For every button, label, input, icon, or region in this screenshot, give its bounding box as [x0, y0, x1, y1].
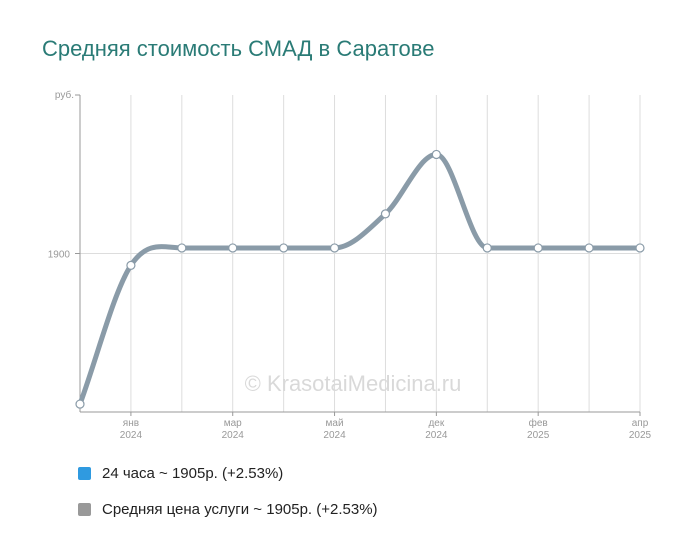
- data-point: [533, 243, 543, 253]
- data-point: [75, 399, 85, 409]
- points-layer: [75, 149, 645, 409]
- gridlines: [80, 95, 641, 412]
- legend-item-average[interactable]: Средняя цена услуги ~ 1905р. (+2.53%): [78, 499, 378, 519]
- y-tick-label: 1900: [48, 250, 71, 261]
- data-point: [635, 243, 645, 253]
- x-tick-label-month: фев: [529, 417, 548, 429]
- legend: 24 часа ~ 1905р. (+2.53%) Средняя цена у…: [78, 463, 378, 535]
- legend-item-24h[interactable]: 24 часа ~ 1905р. (+2.53%): [78, 463, 378, 483]
- series-line: [77, 151, 643, 407]
- legend-swatch-gray: [78, 502, 91, 516]
- data-point: [279, 243, 289, 253]
- series-layer: [77, 151, 643, 407]
- data-point: [177, 243, 187, 253]
- x-tick-label-month: май: [326, 418, 344, 429]
- y-axis-unit: руб.: [55, 89, 74, 101]
- watermark: © KrasotaiMedicina.ru: [245, 371, 462, 396]
- legend-swatch-blue: [78, 466, 91, 480]
- data-point: [431, 149, 441, 160]
- data-point: [228, 243, 238, 253]
- x-tick-label-month: мар: [224, 418, 242, 429]
- legend-label: 24 часа ~ 1905р. (+2.53%): [102, 464, 284, 482]
- x-tick-label-year: 2024: [425, 430, 448, 441]
- chart-title: Средняя стоимость СМАД в Саратове: [42, 36, 435, 61]
- x-tick-label-year: 2025: [527, 430, 550, 441]
- data-point: [380, 209, 391, 219]
- legend-label: Средняя цена услуги ~ 1905р. (+2.53%): [102, 500, 378, 518]
- x-tick-label-month: апр: [632, 418, 649, 429]
- data-point: [126, 260, 136, 270]
- x-tick-label-year: 2025: [629, 430, 652, 441]
- x-tick-label-year: 2024: [323, 430, 346, 441]
- x-tick-label-year: 2024: [120, 430, 143, 441]
- data-point: [584, 243, 594, 253]
- x-tick-label-year: 2024: [222, 430, 245, 441]
- x-tick-label-month: янв: [123, 418, 139, 429]
- data-point: [482, 243, 492, 253]
- x-tick-label-month: дек: [428, 418, 444, 429]
- data-point: [329, 243, 340, 253]
- axes: руб.1900янв2024мар2024май2024дек2024фев2…: [48, 89, 652, 441]
